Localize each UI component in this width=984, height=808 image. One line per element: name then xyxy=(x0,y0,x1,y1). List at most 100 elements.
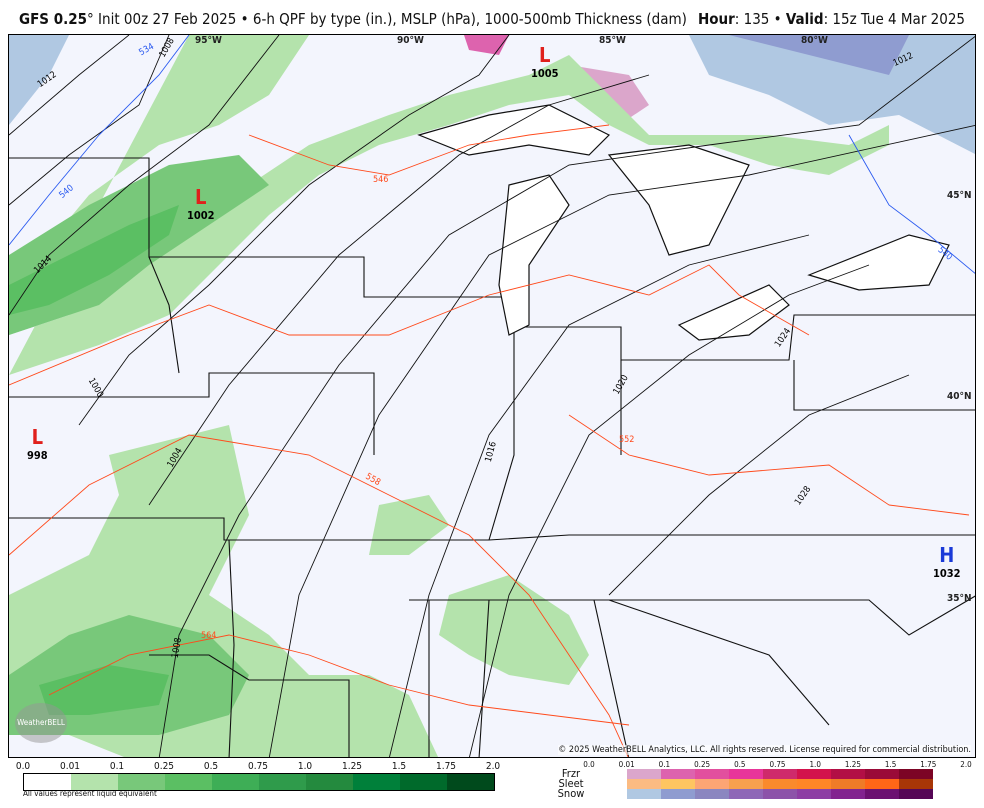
ptype-color-swatch xyxy=(797,769,831,779)
init-description: Init 00z 27 Feb 2025 • 6-h QPF by type (… xyxy=(93,10,687,28)
ptype-color-swatch xyxy=(627,769,661,779)
rain-color-swatch xyxy=(447,774,494,790)
ptype-tick-label: 2.0 xyxy=(960,760,972,769)
legend-note: All values represent liquid equivalent xyxy=(23,789,157,798)
low-pressure-center: L 998 xyxy=(27,425,48,462)
thickness-label: 546 xyxy=(373,175,389,185)
lat-label-40n: 40°N xyxy=(947,391,972,402)
rain-tick-label: 1.75 xyxy=(435,761,457,772)
lon-label-90w: 90°W xyxy=(397,35,424,46)
ptype-color-swatch xyxy=(763,769,797,779)
ptype-color-swatch xyxy=(899,789,933,799)
rain-tick-label: 0.0 xyxy=(15,761,31,772)
frzr-area xyxy=(464,35,509,55)
sleet-color-bar xyxy=(627,779,933,789)
rain-area xyxy=(39,665,169,715)
hour-value: : 135 • xyxy=(734,10,786,28)
rain-color-swatch xyxy=(400,774,447,790)
rain-tick-label: 2.0 xyxy=(485,761,501,772)
ptype-color-swatch xyxy=(695,789,729,799)
thickness-label: 564 xyxy=(201,631,217,641)
low-pressure-center: L 1005 xyxy=(531,43,559,80)
low-symbol: L xyxy=(31,425,44,449)
ptype-tick-label: 0.0 xyxy=(583,760,595,769)
ptype-color-swatch xyxy=(899,779,933,789)
rain-color-swatch xyxy=(165,774,212,790)
sleet-label: Sleet xyxy=(558,777,584,790)
ptype-color-swatch xyxy=(661,779,695,789)
map-title: GFS 0.25° Init 00z 27 Feb 2025 • 6-h QPF… xyxy=(19,10,687,28)
ptype-color-swatch xyxy=(763,789,797,799)
snow-area xyxy=(689,35,975,154)
thickness-label: 552 xyxy=(619,435,635,445)
pressure-value: 1032 xyxy=(933,567,961,580)
rain-color-bar xyxy=(23,773,495,791)
ptype-tick-label: 0.01 xyxy=(618,760,635,769)
lat-label-45n: 45°N xyxy=(947,190,972,201)
low-symbol: L xyxy=(539,43,551,67)
ptype-color-swatch xyxy=(661,769,695,779)
rain-area xyxy=(9,205,179,315)
ptype-color-swatch xyxy=(899,769,933,779)
rain-tick-label: 0.5 xyxy=(203,761,219,772)
ptype-color-swatch xyxy=(729,779,763,789)
high-pressure-center: H 1032 xyxy=(933,543,961,580)
ptype-color-swatch xyxy=(627,789,661,799)
rain-area xyxy=(439,575,589,685)
pressure-value: 1002 xyxy=(187,209,215,222)
ptype-tick-label: 0.1 xyxy=(658,760,671,769)
high-symbol: H xyxy=(939,543,955,567)
ptype-tick-label: 0.75 xyxy=(769,760,786,769)
valid-label: Valid xyxy=(785,10,824,28)
lon-label-85w: 85°W xyxy=(599,35,626,46)
frzr-color-bar xyxy=(627,769,933,779)
ptype-tick-label: 0.5 xyxy=(734,760,746,769)
ptype-color-swatch xyxy=(695,769,729,779)
ptype-color-swatch xyxy=(661,789,695,799)
rain-color-swatch xyxy=(259,774,306,790)
rain-tick-label: 1.0 xyxy=(297,761,313,772)
valid-value: : 15z Tue 4 Mar 2025 xyxy=(823,10,965,28)
lon-label-80w: 80°W xyxy=(801,35,828,46)
rain-color-swatch xyxy=(71,774,118,790)
ptype-color-swatch xyxy=(729,769,763,779)
ptype-tick-label: 1.25 xyxy=(844,760,861,769)
snow-label: Snow xyxy=(557,787,585,800)
ptype-tick-label: 1.5 xyxy=(884,760,897,769)
isobars xyxy=(9,35,975,757)
ptype-color-swatch xyxy=(831,769,865,779)
weather-map: 95°W 90°W 85°W 80°W 45°N 40°N 35°N L 100… xyxy=(8,34,976,758)
rain-area xyxy=(9,35,889,375)
rain-color-swatch xyxy=(306,774,353,790)
snow-color-bar xyxy=(627,789,933,799)
rain-tick-label: 0.1 xyxy=(109,761,125,772)
rain-tick-label: 1.25 xyxy=(341,761,363,772)
ptype-tick-label: 1.0 xyxy=(809,760,821,769)
ptype-color-swatch xyxy=(865,769,899,779)
lon-label-95w: 95°W xyxy=(195,35,222,46)
ptype-color-swatch xyxy=(865,779,899,789)
rain-tick-label: 0.01 xyxy=(59,761,81,772)
low-pressure-center: L 1002 xyxy=(187,185,215,222)
map-graphics xyxy=(9,35,975,757)
ptype-color-swatch xyxy=(831,779,865,789)
ptype-color-swatch xyxy=(797,789,831,799)
weatherbell-logo: WeatherBELL xyxy=(15,703,67,743)
pressure-value: 1005 xyxy=(531,67,559,80)
ptype-color-swatch xyxy=(865,789,899,799)
ptype-color-swatch xyxy=(695,779,729,789)
degree-mark: ° xyxy=(87,10,94,28)
rain-area xyxy=(369,495,449,555)
ptype-color-swatch xyxy=(729,789,763,799)
frzr-label: Frzr xyxy=(561,767,581,780)
snow-area xyxy=(9,35,69,125)
ptype-color-swatch xyxy=(831,789,865,799)
great-lakes xyxy=(417,104,950,341)
ptype-tick-label: 1.75 xyxy=(920,760,937,769)
lat-label-35n: 35°N xyxy=(947,593,972,604)
thickness-contours xyxy=(9,124,970,757)
rain-tick-label: 0.25 xyxy=(153,761,175,772)
model-name: GFS 0.25 xyxy=(19,10,88,28)
low-symbol: L xyxy=(195,185,207,209)
rain-tick-label: 0.75 xyxy=(247,761,269,772)
